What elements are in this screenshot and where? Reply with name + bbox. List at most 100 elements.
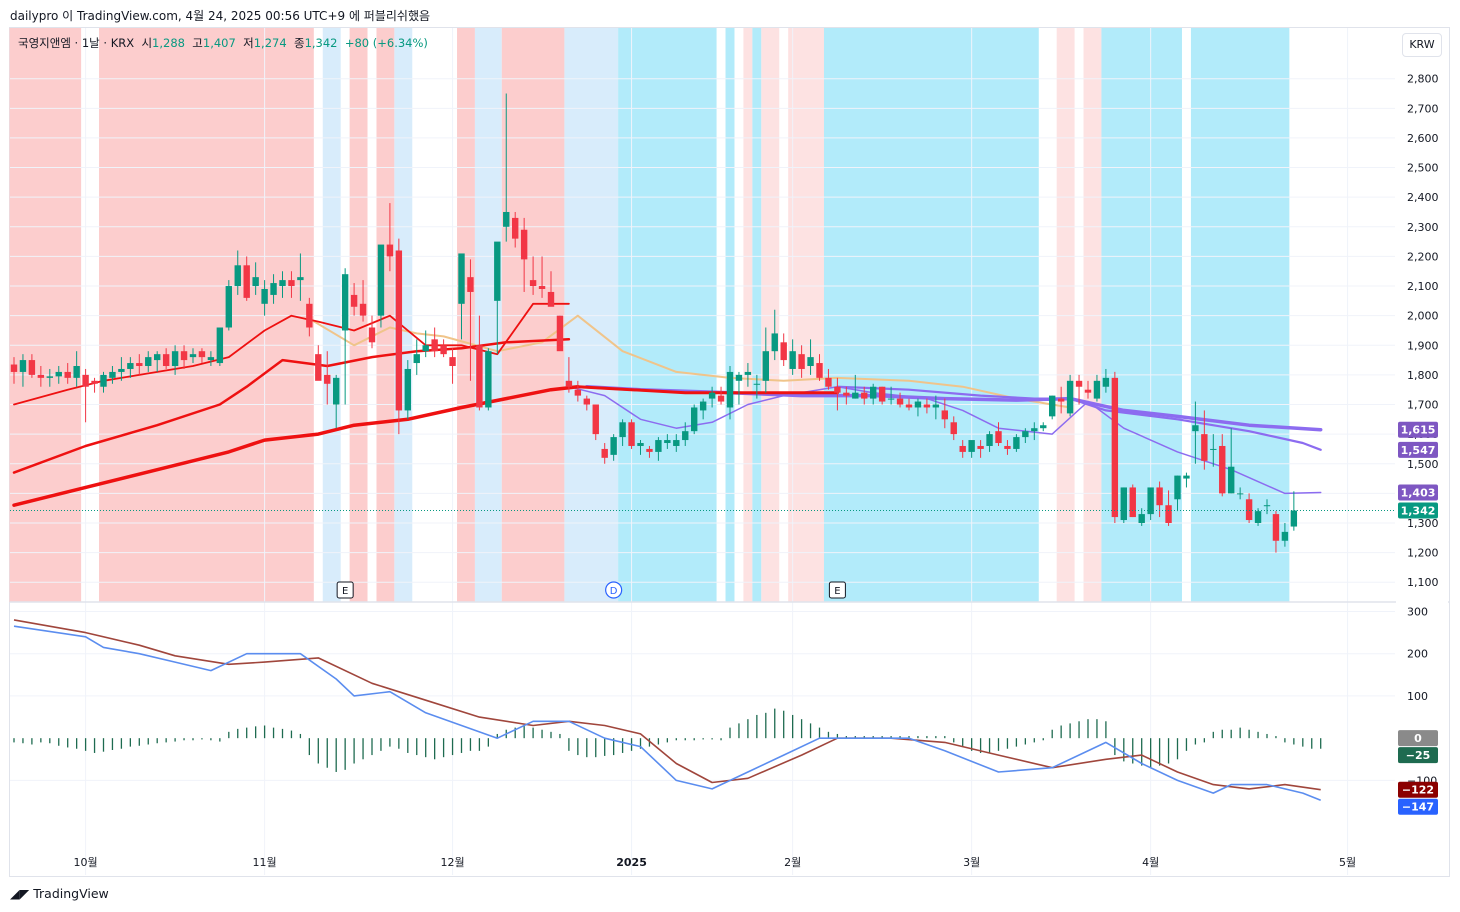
price-axis-tick-label-17: 2,800 (1407, 73, 1439, 86)
candle-body-23 (216, 327, 224, 364)
candle-body-80 (726, 371, 734, 408)
candle-body-115 (1040, 425, 1047, 429)
macd-axis-tick-label-2: 100 (1407, 690, 1428, 703)
macd-histogram-layer (13, 708, 1322, 772)
candle-body-112 (1013, 437, 1020, 449)
candle-body-43 (395, 250, 403, 411)
price-axis-tick-label-13: 2,400 (1407, 191, 1439, 204)
candle-body-13 (127, 363, 134, 369)
macd-tag-2-bg (1398, 781, 1438, 798)
shaded-period-1 (99, 28, 314, 602)
candle-body-94 (852, 392, 859, 399)
candle-body-81 (735, 374, 743, 381)
shaded-period-10 (618, 28, 717, 602)
candle-body-133 (1201, 434, 1208, 461)
shaded-period-3 (349, 28, 368, 602)
macd-tag-0-text: 0 (1414, 732, 1422, 745)
dividend-marker-1 (605, 581, 623, 599)
candle-body-22 (207, 357, 215, 361)
candle-body-111 (1004, 445, 1011, 449)
candle-body-54 (494, 241, 501, 301)
open-label: 시 (141, 36, 153, 50)
candle-body-2 (28, 360, 36, 375)
symbol-title[interactable]: 국영지앤엠 · 1날 · KRX (18, 36, 135, 50)
candle-body-128 (1156, 487, 1163, 506)
price-tag-3-text: 1,342 (1401, 505, 1436, 518)
time-axis-label-0: 10월 (74, 856, 98, 869)
price-tag-0-text: 1,615 (1401, 424, 1436, 437)
candle-body-91 (825, 377, 832, 387)
candle-body-42 (386, 244, 394, 257)
candle-body-15 (145, 357, 152, 367)
price-axis-tick-label-14: 2,500 (1407, 162, 1439, 175)
candle-body-127 (1147, 487, 1154, 515)
candle-body-67 (610, 437, 617, 455)
currency-button[interactable]: KRW (1402, 33, 1442, 57)
candle-body-108 (977, 445, 984, 449)
candle-body-76 (691, 407, 698, 432)
candle-body-75 (682, 431, 689, 441)
candle-body-8 (82, 374, 89, 387)
time-axis-label-1: 11월 (253, 856, 277, 869)
candle-body-70 (637, 443, 644, 446)
candle-body-109 (986, 434, 993, 446)
candle-body-64 (583, 398, 590, 405)
candle-body-68 (619, 422, 626, 438)
macd-line (13, 625, 1321, 802)
time-axis-label-5: 3월 (963, 856, 980, 869)
candle-body-120 (1084, 389, 1092, 393)
candle-body-51 (467, 277, 474, 292)
shaded-period-17 (1056, 28, 1075, 602)
shaded-period-20 (1190, 28, 1290, 602)
price-axis-tick-label-8: 1,900 (1407, 339, 1439, 352)
candle-body-58 (529, 280, 537, 287)
candle-body-134 (1210, 448, 1217, 450)
shaded-period-6 (457, 28, 475, 602)
macd-axis-tick-label-0: 300 (1407, 605, 1428, 618)
candle-body-26 (243, 265, 250, 298)
dividend-marker-label-1: D (610, 586, 618, 597)
price-tag-1-bg (1398, 441, 1438, 458)
candle-body-59 (538, 286, 546, 289)
macd-tag-2-text: −122 (1402, 784, 1434, 797)
candle-body-12 (118, 368, 125, 372)
candle-body-119 (1075, 380, 1083, 387)
shaded-period-14 (761, 28, 780, 602)
candle-body-31 (288, 280, 295, 287)
time-axis-label-2: 12월 (440, 856, 464, 869)
candle-body-88 (798, 354, 805, 369)
candle-body-72 (655, 440, 662, 452)
earnings-marker-label-2: E (834, 586, 840, 597)
candle-body-32 (297, 277, 304, 281)
candle-body-103 (932, 404, 940, 408)
candle-body-99 (896, 398, 904, 405)
tradingview-logo-icon: ◢◤ (10, 886, 30, 901)
candle-body-40 (368, 327, 376, 343)
time-axis-label-4: 2월 (784, 856, 801, 869)
candle-body-140 (1263, 505, 1271, 507)
candle-body-29 (270, 283, 277, 295)
candle-body-35 (324, 374, 331, 384)
candle-body-83 (753, 383, 761, 385)
price-tag-2-text: 1,403 (1401, 486, 1436, 499)
price-axis-tick-label-1: 1,200 (1407, 547, 1439, 560)
shaded-period-13 (752, 28, 762, 602)
shaded-period-9 (564, 28, 619, 602)
tradingview-logo: ◢◤ TradingView (10, 886, 109, 901)
candle-body-56 (512, 217, 519, 239)
candle-body-124 (1120, 487, 1127, 521)
candle-body-62 (565, 380, 573, 387)
candle-body-10 (100, 374, 107, 387)
price-axis-tick-label-16: 2,700 (1407, 102, 1439, 115)
candle-body-19 (180, 351, 188, 361)
price-axis-tick-label-6: 1,700 (1407, 399, 1439, 412)
macd-tag-1-bg (1398, 747, 1438, 764)
price-tag-3-bg (1398, 502, 1438, 519)
price-axis-tick-label-10: 2,100 (1407, 280, 1439, 293)
candle-body-24 (225, 286, 232, 328)
candle-body-126 (1138, 514, 1145, 523)
candle-body-41 (377, 244, 385, 316)
candle-body-33 (306, 303, 313, 328)
candle-body-98 (887, 398, 895, 400)
